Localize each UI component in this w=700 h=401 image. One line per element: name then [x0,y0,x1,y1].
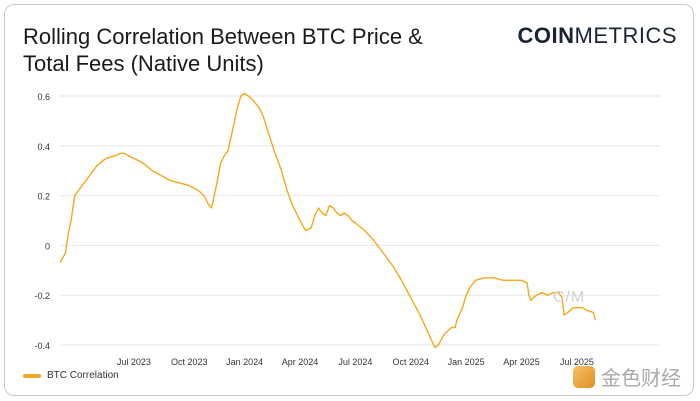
line-chart: 0.6 0.4 0.2 0 -0.2 -0.4 Jul 2023 Oct 2023 Jan 20… [34,92,660,367]
chart-title: Rolling Correlation Between BTC Price & … [23,24,423,76]
jinse-watermark: 金色财经 [573,362,681,391]
legend: BTC Correlation [23,370,119,381]
coinmetrics-logo: COINMETRICS [518,23,678,49]
chart-card: Rolling Correlation Between BTC Price & … [4,4,694,396]
x-tick-label: Jul 2023 [117,357,151,367]
jinse-logo-icon [573,365,595,388]
y-tick-label: 0 [45,241,50,251]
y-tick-label: 0.2 [37,192,50,202]
x-tick-label: Jan 2025 [448,357,485,367]
legend-swatch [23,373,41,378]
x-tick-label: Jul 2024 [338,357,372,367]
x-tick-label: Oct 2024 [393,357,430,367]
y-tick-label: -0.2 [34,291,50,301]
center-watermark: C/M [553,289,586,306]
y-tick-label: -0.4 [34,341,50,351]
watermark-text: 金色财经 [601,368,681,390]
x-tick-label: Jan 2024 [226,357,263,367]
logo-light-text: METRICS [574,23,677,48]
x-tick-label: Jul 2025 [560,357,594,367]
logo-bold-text: COIN [517,23,575,48]
series-line-btc-correlation [59,92,597,349]
y-tick-label: 0.4 [37,142,50,152]
y-tick-label: 0.6 [37,92,50,102]
legend-label: BTC Correlation [47,370,119,381]
x-tick-label: Apr 2024 [282,357,319,367]
x-tick-label: Oct 2023 [171,357,208,367]
x-tick-label: Apr 2025 [503,357,540,367]
